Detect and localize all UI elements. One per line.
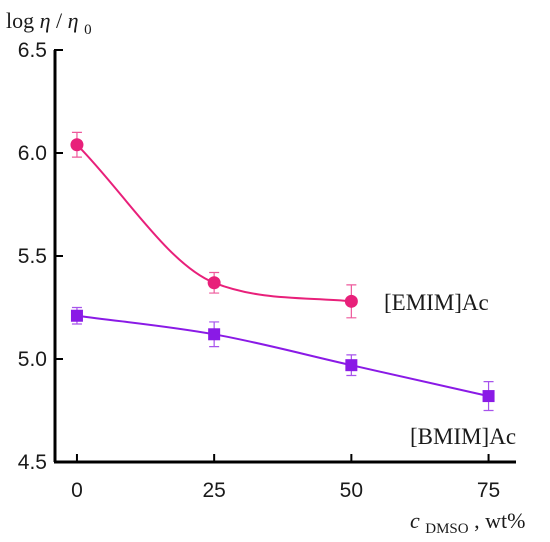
data-point: [482, 390, 495, 403]
y-tick-label: 6.5: [18, 39, 47, 62]
axes: [53, 50, 516, 464]
data-point: [207, 276, 221, 290]
error-bars: [71, 131, 494, 412]
y-tick-label: 5.5: [18, 245, 47, 268]
y-tick-label: 5.0: [18, 348, 47, 371]
y-axis-title-subscript: 0: [84, 22, 92, 38]
data-point: [70, 138, 84, 152]
series-line-1: [76, 314, 489, 398]
y-tick-label: 4.5: [18, 451, 47, 474]
data-point: [208, 328, 221, 341]
curves: [76, 144, 489, 398]
markers: [70, 138, 495, 403]
x-axis-title: c DMSO , wt%: [410, 508, 525, 538]
data-point: [70, 309, 83, 322]
ticks: 4.5 5.0 5.5 6.0 6.5 0 25 50 75: [18, 39, 500, 502]
y-tick-label: 6.0: [18, 142, 47, 165]
x-tick-label: 0: [71, 479, 83, 502]
y-axis-title-symbol: η: [40, 8, 51, 33]
y-axis-title-symbol-2: η: [68, 8, 79, 33]
series-label-emim: [EMIM]Ac: [384, 290, 489, 315]
series-label-bmim: [BMIM]Ac: [410, 424, 516, 449]
data-point: [344, 294, 358, 308]
x-tick-label: 50: [340, 479, 363, 502]
x-axis-title-subscript: DMSO: [425, 521, 469, 537]
data-point: [345, 359, 358, 372]
x-axis-title-symbol: c: [410, 508, 420, 533]
y-axis-title: log η / η 0: [6, 8, 92, 38]
x-tick-label: 75: [477, 479, 500, 502]
y-axis-title-prefix: log: [6, 8, 34, 33]
x-tick-label: 25: [202, 479, 225, 502]
x-axis-title-suffix: , wt%: [474, 508, 525, 533]
y-axis-title-slash: /: [56, 8, 63, 33]
